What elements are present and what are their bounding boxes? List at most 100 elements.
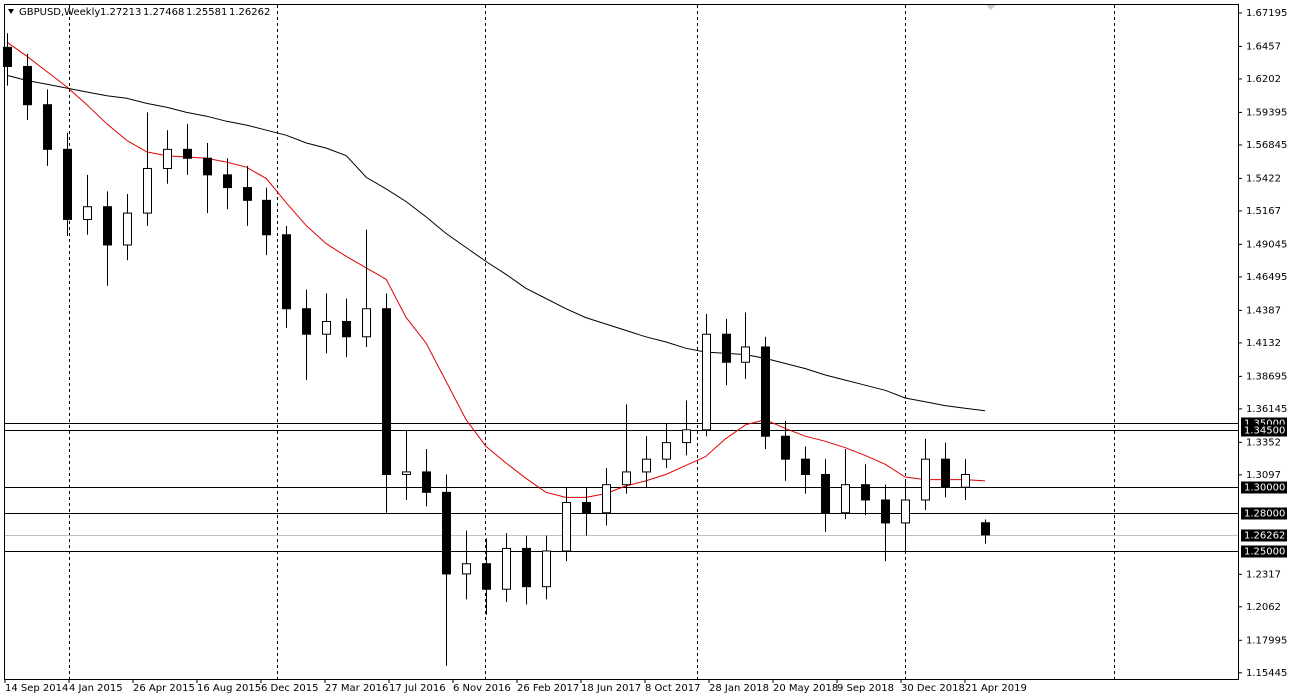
candle-body: [462, 563, 471, 575]
level-label: 1.35000: [1244, 419, 1285, 430]
y-tick-label: 1.49045: [1246, 239, 1287, 250]
candle-body: [103, 206, 112, 246]
candle-body: [821, 473, 830, 514]
y-tick-label: 1.3097: [1246, 470, 1281, 481]
header-close: 1.26262: [229, 7, 270, 18]
candle-body: [163, 148, 172, 169]
level-label-box: [1241, 424, 1287, 437]
y-tick-label: 1.56845: [1246, 140, 1287, 151]
x-tick-label: 26 Feb 2017: [517, 683, 579, 694]
x-tick-label: 20 May 2018: [773, 683, 838, 694]
x-tick-label: 4 Jan 2015: [69, 683, 123, 694]
level-label-box: [1241, 545, 1287, 558]
x-tick-label: 14 Sep 2014: [5, 683, 68, 694]
candle-body: [282, 234, 291, 310]
level-label-box: [1241, 481, 1287, 494]
y-tick-label: 1.17995: [1246, 635, 1287, 646]
level-label: 1.34500: [1244, 426, 1285, 437]
x-tick-label: 16 Aug 2015: [197, 683, 261, 694]
candle-body: [981, 522, 990, 536]
y-tick-label: 1.3352: [1246, 437, 1281, 448]
header-low: 1.25581: [186, 7, 227, 18]
y-tick-label: 1.15445: [1246, 668, 1287, 679]
y-tick-label: 1.59395: [1246, 107, 1287, 118]
x-tick-label: 27 Mar 2016: [325, 683, 388, 694]
candle-body: [921, 458, 930, 501]
candle-body: [761, 346, 770, 437]
x-tick-label: 26 Apr 2015: [133, 683, 195, 694]
candle-body: [3, 46, 12, 67]
candle-body: [582, 502, 591, 514]
level-label: 1.28000: [1244, 509, 1285, 520]
candle-body: [223, 174, 232, 189]
candle-body: [901, 499, 910, 524]
candle-body: [143, 167, 152, 214]
candle-body: [682, 429, 691, 444]
x-tick-label: 8 Oct 2017: [645, 683, 700, 694]
y-tick-label: 1.4387: [1246, 305, 1281, 316]
candle-body: [43, 104, 52, 150]
y-tick-label: 1.46495: [1246, 272, 1287, 283]
candle-body: [502, 547, 511, 590]
moving-average: [6, 74, 986, 412]
x-tick-label: 6 Dec 2015: [261, 683, 319, 694]
y-tick-label: 1.38695: [1246, 371, 1287, 382]
candle-body: [382, 308, 391, 475]
candle-body: [801, 458, 810, 475]
candle-body: [781, 435, 790, 460]
x-tick-label: 21 Apr 2019: [965, 683, 1027, 694]
candle-body: [881, 499, 890, 524]
header-open: 1.27213: [100, 7, 141, 18]
header-high: 1.27468: [143, 7, 184, 18]
current-price-label: 1.26262: [1244, 531, 1285, 542]
y-tick-label: 1.5167: [1246, 206, 1281, 217]
candle-body: [422, 471, 431, 493]
y-tick-label: 1.36145: [1246, 404, 1287, 415]
candle-body: [203, 157, 212, 176]
x-tick-label: 30 Dec 2018: [901, 683, 965, 694]
candle-body: [622, 471, 631, 486]
plot-frame: [4, 4, 1239, 680]
candle-body: [702, 333, 711, 431]
candle-body: [741, 346, 750, 363]
candle-body: [542, 550, 551, 588]
level-label: 1.30000: [1244, 483, 1285, 494]
y-tick-label: 1.6202: [1246, 74, 1281, 85]
y-tick-label: 1.4132: [1246, 338, 1281, 349]
candle-body: [362, 308, 371, 338]
y-tick-label: 1.2062: [1246, 602, 1281, 613]
x-tick-label: 6 Nov 2016: [453, 683, 511, 694]
candle-body: [402, 471, 411, 475]
candle-body: [243, 187, 252, 201]
level-label: 1.25000: [1244, 547, 1285, 558]
candle-body: [642, 458, 651, 473]
candle-body: [482, 563, 491, 590]
menu-triangle[interactable]: [8, 9, 14, 14]
candle-body: [183, 148, 192, 159]
candle-body: [83, 206, 92, 220]
candle-body: [123, 212, 132, 246]
shift-marker: [986, 5, 996, 10]
y-tick-label: 1.2317: [1246, 569, 1281, 580]
level-label-box: [1241, 507, 1287, 520]
candle-body: [861, 484, 870, 501]
candle-body: [662, 442, 671, 460]
candle-body: [322, 320, 331, 335]
current-price-box: [1241, 529, 1287, 542]
candle-body: [961, 473, 970, 488]
candle-body: [941, 458, 950, 488]
candle-body: [63, 148, 72, 220]
y-tick-label: 1.67195: [1246, 8, 1287, 19]
candle-body: [302, 308, 311, 335]
candle-body: [442, 491, 451, 575]
candle-body: [342, 320, 351, 338]
candle-body: [262, 199, 271, 236]
x-tick-label: 9 Sep 2018: [837, 683, 894, 694]
candle-body: [562, 502, 571, 552]
x-tick-label: 28 Jan 2018: [709, 683, 769, 694]
y-tick-label: 1.6457: [1246, 41, 1281, 52]
x-tick-label: 17 Jul 2016: [389, 683, 446, 694]
symbol: GBPUSD,Weekly: [19, 7, 100, 18]
